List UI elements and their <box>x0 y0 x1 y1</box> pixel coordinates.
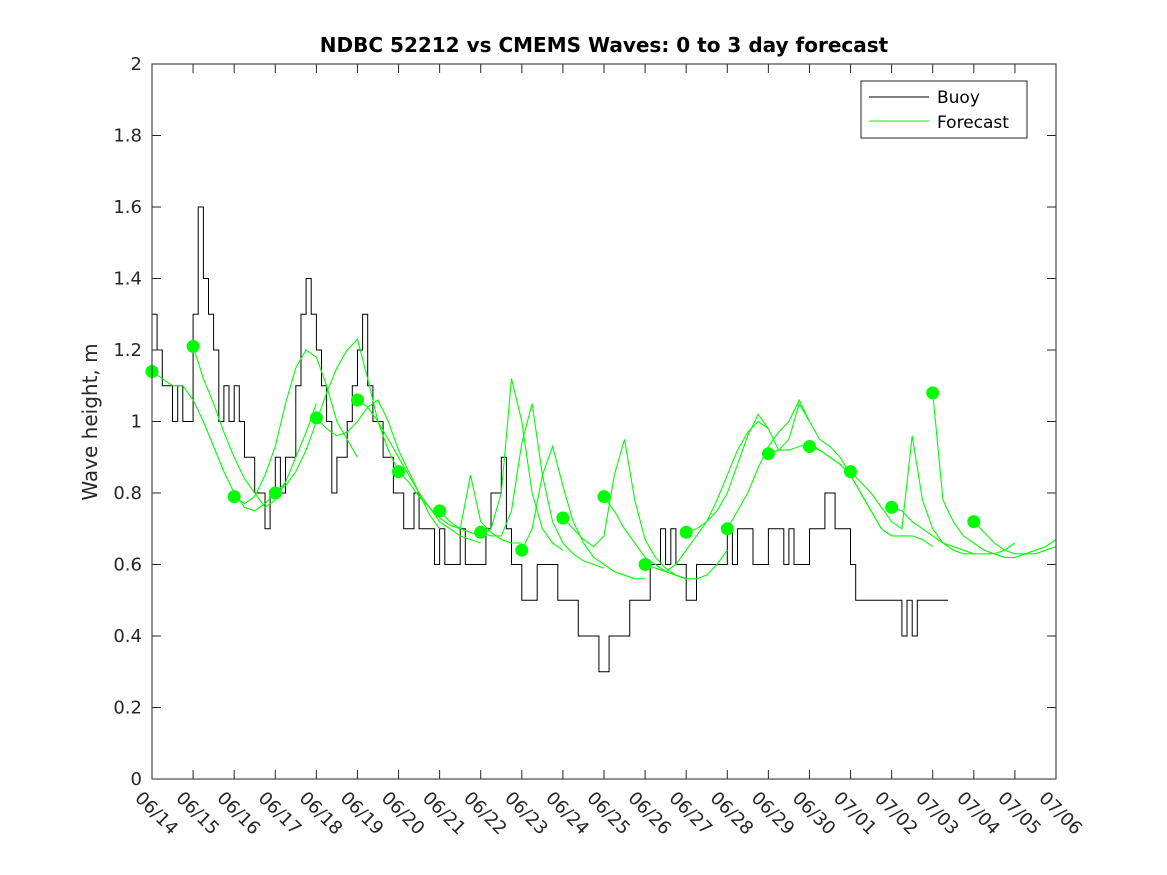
y-tick-label: 1.2 <box>113 340 142 361</box>
forecast-run-line-07-02 <box>891 506 1016 555</box>
forecast-initial-point-06-24 <box>556 511 570 525</box>
forecast-run-line-06-22 <box>480 403 605 569</box>
x-tick-label: 07/06 <box>1034 788 1086 840</box>
y-tick-label: 0.2 <box>113 698 142 719</box>
x-tick-label: 07/01 <box>829 788 881 840</box>
x-tick-label: 06/22 <box>459 788 511 840</box>
y-tick-label: 2 <box>131 54 142 75</box>
y-tick-label: 0.8 <box>113 483 142 504</box>
x-tick-label: 06/15 <box>172 788 224 840</box>
x-tick-label: 06/19 <box>336 788 388 840</box>
forecast-run-line-06-28 <box>726 398 851 530</box>
forecast-run-line-07-03 <box>932 392 1056 558</box>
y-tick-label: 0 <box>131 769 142 790</box>
forecast-initial-point-06-30 <box>803 440 816 453</box>
forecast-initial-point-06-16 <box>227 490 241 504</box>
forecast-run-line-06-19 <box>357 399 481 544</box>
x-tick-label: 06/17 <box>254 788 306 840</box>
legend: Buoy Forecast <box>860 80 1028 139</box>
forecast-run-line-06-23 <box>521 444 646 580</box>
x-tick-label: 06/24 <box>541 788 593 840</box>
forecast-initial-point-06-28 <box>720 522 734 536</box>
x-tick-label: 06/16 <box>213 788 265 840</box>
forecast-initial-point-06-19 <box>351 393 364 407</box>
x-tick-label: 06/25 <box>582 788 634 840</box>
x-tick-label: 06/26 <box>624 788 676 840</box>
forecast-initial-point-06-25 <box>597 490 611 504</box>
forecast-run-line-06-26 <box>644 420 769 573</box>
forecast-run-line-06-30 <box>809 445 934 548</box>
legend-box <box>860 80 1028 139</box>
forecast-run-line-06-16 <box>233 349 358 505</box>
x-tick-label: 06/23 <box>500 788 552 840</box>
forecast-initial-point-06-17 <box>268 486 282 500</box>
legend-forecast-label: Forecast <box>937 113 1009 133</box>
forecast-initial-point-06-15 <box>186 339 200 353</box>
legend-buoy-label: Buoy <box>937 88 980 108</box>
forecast-run-line-06-27 <box>686 402 810 533</box>
forecast-initial-point-06-18 <box>309 411 323 425</box>
forecast-initial-point-06-26 <box>638 558 652 571</box>
y-tick-label: 0.6 <box>113 555 142 576</box>
chart-title: NDBC 52212 vs CMEMS Waves: 0 to 3 day fo… <box>320 33 889 57</box>
x-tick-label: 06/30 <box>788 788 840 840</box>
y-tick-label: 0.4 <box>113 626 142 647</box>
forecast-initial-point-06-27 <box>679 525 693 539</box>
x-tick-label: 06/14 <box>130 788 182 840</box>
x-tick-label: 06/27 <box>665 788 717 840</box>
forecast-run-line-07-04 <box>973 521 1056 555</box>
plot-area <box>145 206 1056 673</box>
forecast-initial-point-07-01 <box>844 465 857 479</box>
forecast-run-line-07-01 <box>850 435 974 555</box>
x-tick-label: 07/02 <box>870 788 922 840</box>
y-tick-label: 1 <box>131 412 142 433</box>
x-tick-label: 06/20 <box>377 788 429 840</box>
buoy-series-line <box>152 206 949 673</box>
forecast-run-line-06-24 <box>562 439 687 580</box>
forecast-initial-point-07-03 <box>926 386 940 400</box>
forecast-run-line-06-21 <box>439 378 564 551</box>
x-tick-label: 06/21 <box>418 788 470 840</box>
y-tick-label: 1.6 <box>113 197 142 218</box>
forecast-initial-point-06-20 <box>392 465 405 479</box>
x-tick-label: 07/03 <box>911 788 963 840</box>
y-axis-label: Wave height, m <box>78 343 102 500</box>
x-tick-label: 06/28 <box>706 788 758 840</box>
y-tick-label: 1.4 <box>113 269 142 290</box>
x-tick-label: 06/29 <box>747 788 799 840</box>
x-tick-label: 07/05 <box>993 788 1045 840</box>
plot-series <box>152 206 1056 673</box>
forecast-initial-point-07-04 <box>967 515 981 529</box>
axes: 00.20.40.60.811.21.41.61.8206/1406/1506/… <box>113 54 1086 839</box>
forecast-initial-point-07-02 <box>885 500 899 514</box>
forecast-initial-point-06-21 <box>433 504 447 518</box>
forecast-initial-point-06-22 <box>474 525 488 539</box>
y-tick-label: 1.8 <box>113 126 142 147</box>
forecast-initial-point-06-29 <box>761 447 775 461</box>
forecast-initial-point-06-23 <box>515 543 529 557</box>
x-tick-label: 06/18 <box>295 788 347 840</box>
x-tick-label: 07/04 <box>952 788 1004 840</box>
forecast-run-line-06-15 <box>192 346 317 509</box>
